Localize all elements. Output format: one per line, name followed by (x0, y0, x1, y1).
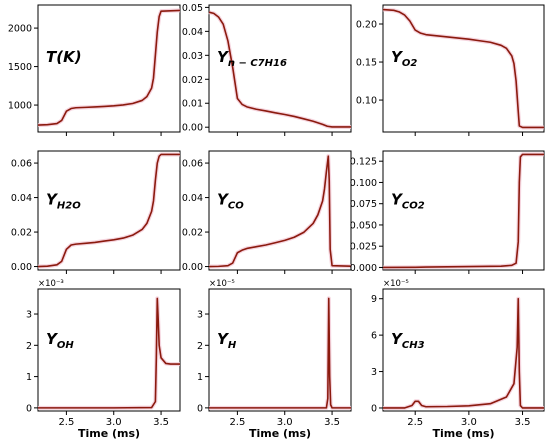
y-tick-label: 9 (371, 294, 377, 305)
series-line (382, 8, 544, 129)
y-tick-label: 0.04 (182, 27, 203, 38)
y-tick-label: 3 (197, 310, 203, 321)
panel-8: 0 1 2 3 2.5 3.0 3.5 ×10⁻⁵ YH (197, 279, 352, 428)
panel-label: YCH3 (391, 330, 425, 351)
y-tick-label: 1 (197, 372, 203, 383)
x-tick-label: 2.5 (407, 417, 423, 428)
panel-frame (37, 288, 181, 412)
y-tick-label: 0.050 (350, 220, 377, 231)
y-tick-label: 0 (197, 403, 203, 414)
y-tick-label: 0.03 (182, 51, 203, 62)
y-tick-label: 0.04 (11, 193, 32, 204)
panel-label: YH2O (46, 191, 81, 212)
y-tick-label: 0.04 (182, 193, 203, 204)
y-tick-label: 3 (26, 310, 32, 321)
panel-2: 0.00 0.01 0.02 0.03 0.04 0.05 Yn − C7H16 (182, 3, 352, 136)
panel-frame (208, 288, 352, 412)
y-tick-label: 0.00 (11, 262, 32, 273)
y-tick-label: 0.06 (182, 159, 203, 170)
x-axis-label: Time (ms) (78, 427, 140, 440)
panel-1: 1000 1500 2000 T(K) (8, 4, 181, 136)
axis-multiplier: ×10⁻⁵ (209, 279, 235, 289)
panel-frame (382, 150, 545, 271)
y-tick-label: 0.15 (356, 58, 377, 69)
y-tick-label: 2000 (8, 24, 32, 35)
axis-multiplier: ×10⁻³ (38, 279, 64, 289)
y-tick-label: 0.025 (350, 242, 377, 253)
series-shadow-line (37, 8, 181, 128)
panel-frame (37, 150, 181, 271)
panel-label: YOH (46, 330, 74, 351)
x-axis-label: Time (ms) (249, 427, 311, 440)
panel-frame (382, 288, 545, 412)
series-line (383, 297, 544, 409)
panel-6: 0.000 0.025 0.050 0.075 0.100 0.125 YCO2 (350, 150, 545, 274)
y-tick-label: 0.100 (350, 178, 377, 189)
axis-multiplier: ×10⁻⁵ (383, 279, 409, 289)
panel-9: 0 3 6 9 2.5 3.0 3.5 ×10⁻⁵ YCH3 (371, 279, 545, 428)
y-tick-label: 6 (371, 331, 377, 342)
x-tick-label: 3.5 (153, 417, 169, 428)
x-tick-label: 3.5 (515, 417, 531, 428)
panel-label: YO2 (391, 48, 417, 69)
x-tick-label: 2.5 (229, 417, 245, 428)
panel-4: 0.00 0.02 0.04 0.06 YH2O (11, 150, 181, 274)
x-tick-label: 2.5 (58, 417, 74, 428)
y-tick-label: 1500 (8, 62, 32, 73)
y-tick-label: 0.00 (182, 262, 203, 273)
panel-frame (382, 4, 545, 133)
panel-7: 0 1 2 3 2.5 3.0 3.5 ×10⁻³ YOH (26, 279, 181, 428)
x-axis-label: Time (ms) (432, 427, 494, 440)
y-tick-label: 1000 (8, 101, 32, 112)
y-tick-label: 0.125 (350, 157, 377, 168)
panel-5: 0.00 0.02 0.04 0.06 YCO (182, 150, 352, 274)
x-tick-label: 3.0 (461, 417, 477, 428)
y-tick-label: 0.02 (182, 75, 203, 86)
series-shadow-line (208, 10, 351, 129)
x-tick-label: 3.5 (324, 417, 340, 428)
y-tick-label: 0 (371, 403, 377, 414)
y-tick-label: 0.05 (182, 3, 203, 14)
series-line (209, 297, 351, 409)
series-line (37, 153, 180, 268)
panel-label: YCO (217, 191, 244, 212)
panel-label: YCO2 (391, 191, 425, 212)
panel-label: T(K) (46, 48, 82, 66)
y-tick-label: 0.075 (350, 199, 377, 210)
panel-frame (37, 4, 181, 133)
y-tick-label: 2 (26, 341, 32, 352)
x-tick-label: 3.0 (106, 417, 122, 428)
y-tick-label: 0 (26, 403, 32, 414)
panel-frame (208, 4, 352, 133)
y-tick-label: 0.20 (356, 20, 377, 31)
y-tick-label: 0.06 (11, 159, 32, 170)
y-tick-label: 0.10 (356, 96, 377, 107)
series-line (208, 11, 351, 128)
y-tick-label: 0.02 (11, 228, 32, 239)
y-tick-label: 0.01 (182, 99, 203, 110)
panel-3: 0.10 0.15 0.20 YO2 (356, 4, 545, 136)
y-tick-label: 1 (26, 372, 32, 383)
panel-label: Yn − C7H16 (217, 48, 287, 69)
series-line (38, 297, 180, 409)
series-line (208, 155, 352, 268)
panel-label: YH (217, 330, 237, 351)
series-line (37, 9, 181, 126)
panel-frame (208, 150, 352, 271)
y-tick-label: 3 (371, 367, 377, 378)
x-tick-label: 3.0 (277, 417, 293, 428)
series-line (382, 153, 544, 269)
y-tick-label: 0.000 (350, 263, 377, 274)
y-tick-label: 0.00 (182, 123, 203, 134)
y-tick-label: 2 (197, 341, 203, 352)
y-tick-label: 0.02 (182, 228, 203, 239)
